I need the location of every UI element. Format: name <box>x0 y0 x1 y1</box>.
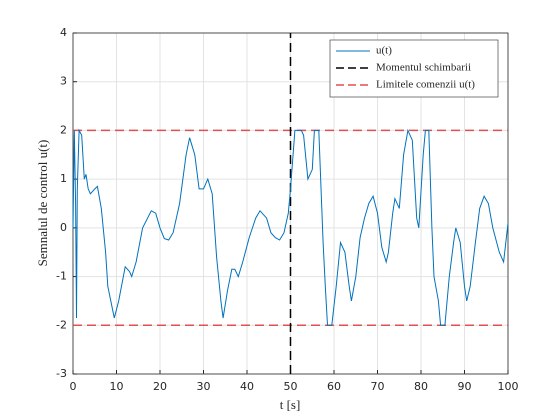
x-tick-label: 90 <box>458 380 472 393</box>
x-tick-label: 30 <box>197 380 211 393</box>
legend-box <box>329 39 499 98</box>
y-tick-label: 1 <box>60 172 67 185</box>
x-tick-label: 20 <box>153 380 167 393</box>
x-tick-label: 100 <box>498 380 519 393</box>
y-axis-label: Semnalul de control u(t) <box>35 140 50 267</box>
series-line <box>72 128 509 326</box>
y-tick-label: -2 <box>56 318 67 331</box>
x-tick-label: 50 <box>284 380 298 393</box>
legend-label: u(t) <box>376 45 392 57</box>
x-tick-label: 10 <box>110 380 124 393</box>
legend-label: Momentul schimbarii <box>376 62 471 74</box>
x-tick-label: 80 <box>414 380 428 393</box>
x-tick-label: 0 <box>70 380 77 393</box>
x-tick-label: 60 <box>327 380 341 393</box>
x-tick-label: 70 <box>371 380 385 393</box>
x-axis-label: t [s] <box>280 397 301 412</box>
legend-label: Limitele comenzii u(t) <box>376 79 475 91</box>
y-tick-label: 4 <box>60 26 67 39</box>
y-tick-label: 0 <box>60 221 67 234</box>
y-tick-label: 2 <box>60 123 67 136</box>
y-tick-label: -1 <box>56 270 67 283</box>
y-tick-label: -3 <box>56 367 67 380</box>
y-tick-label: 3 <box>60 75 67 88</box>
x-tick-label: 40 <box>240 380 254 393</box>
